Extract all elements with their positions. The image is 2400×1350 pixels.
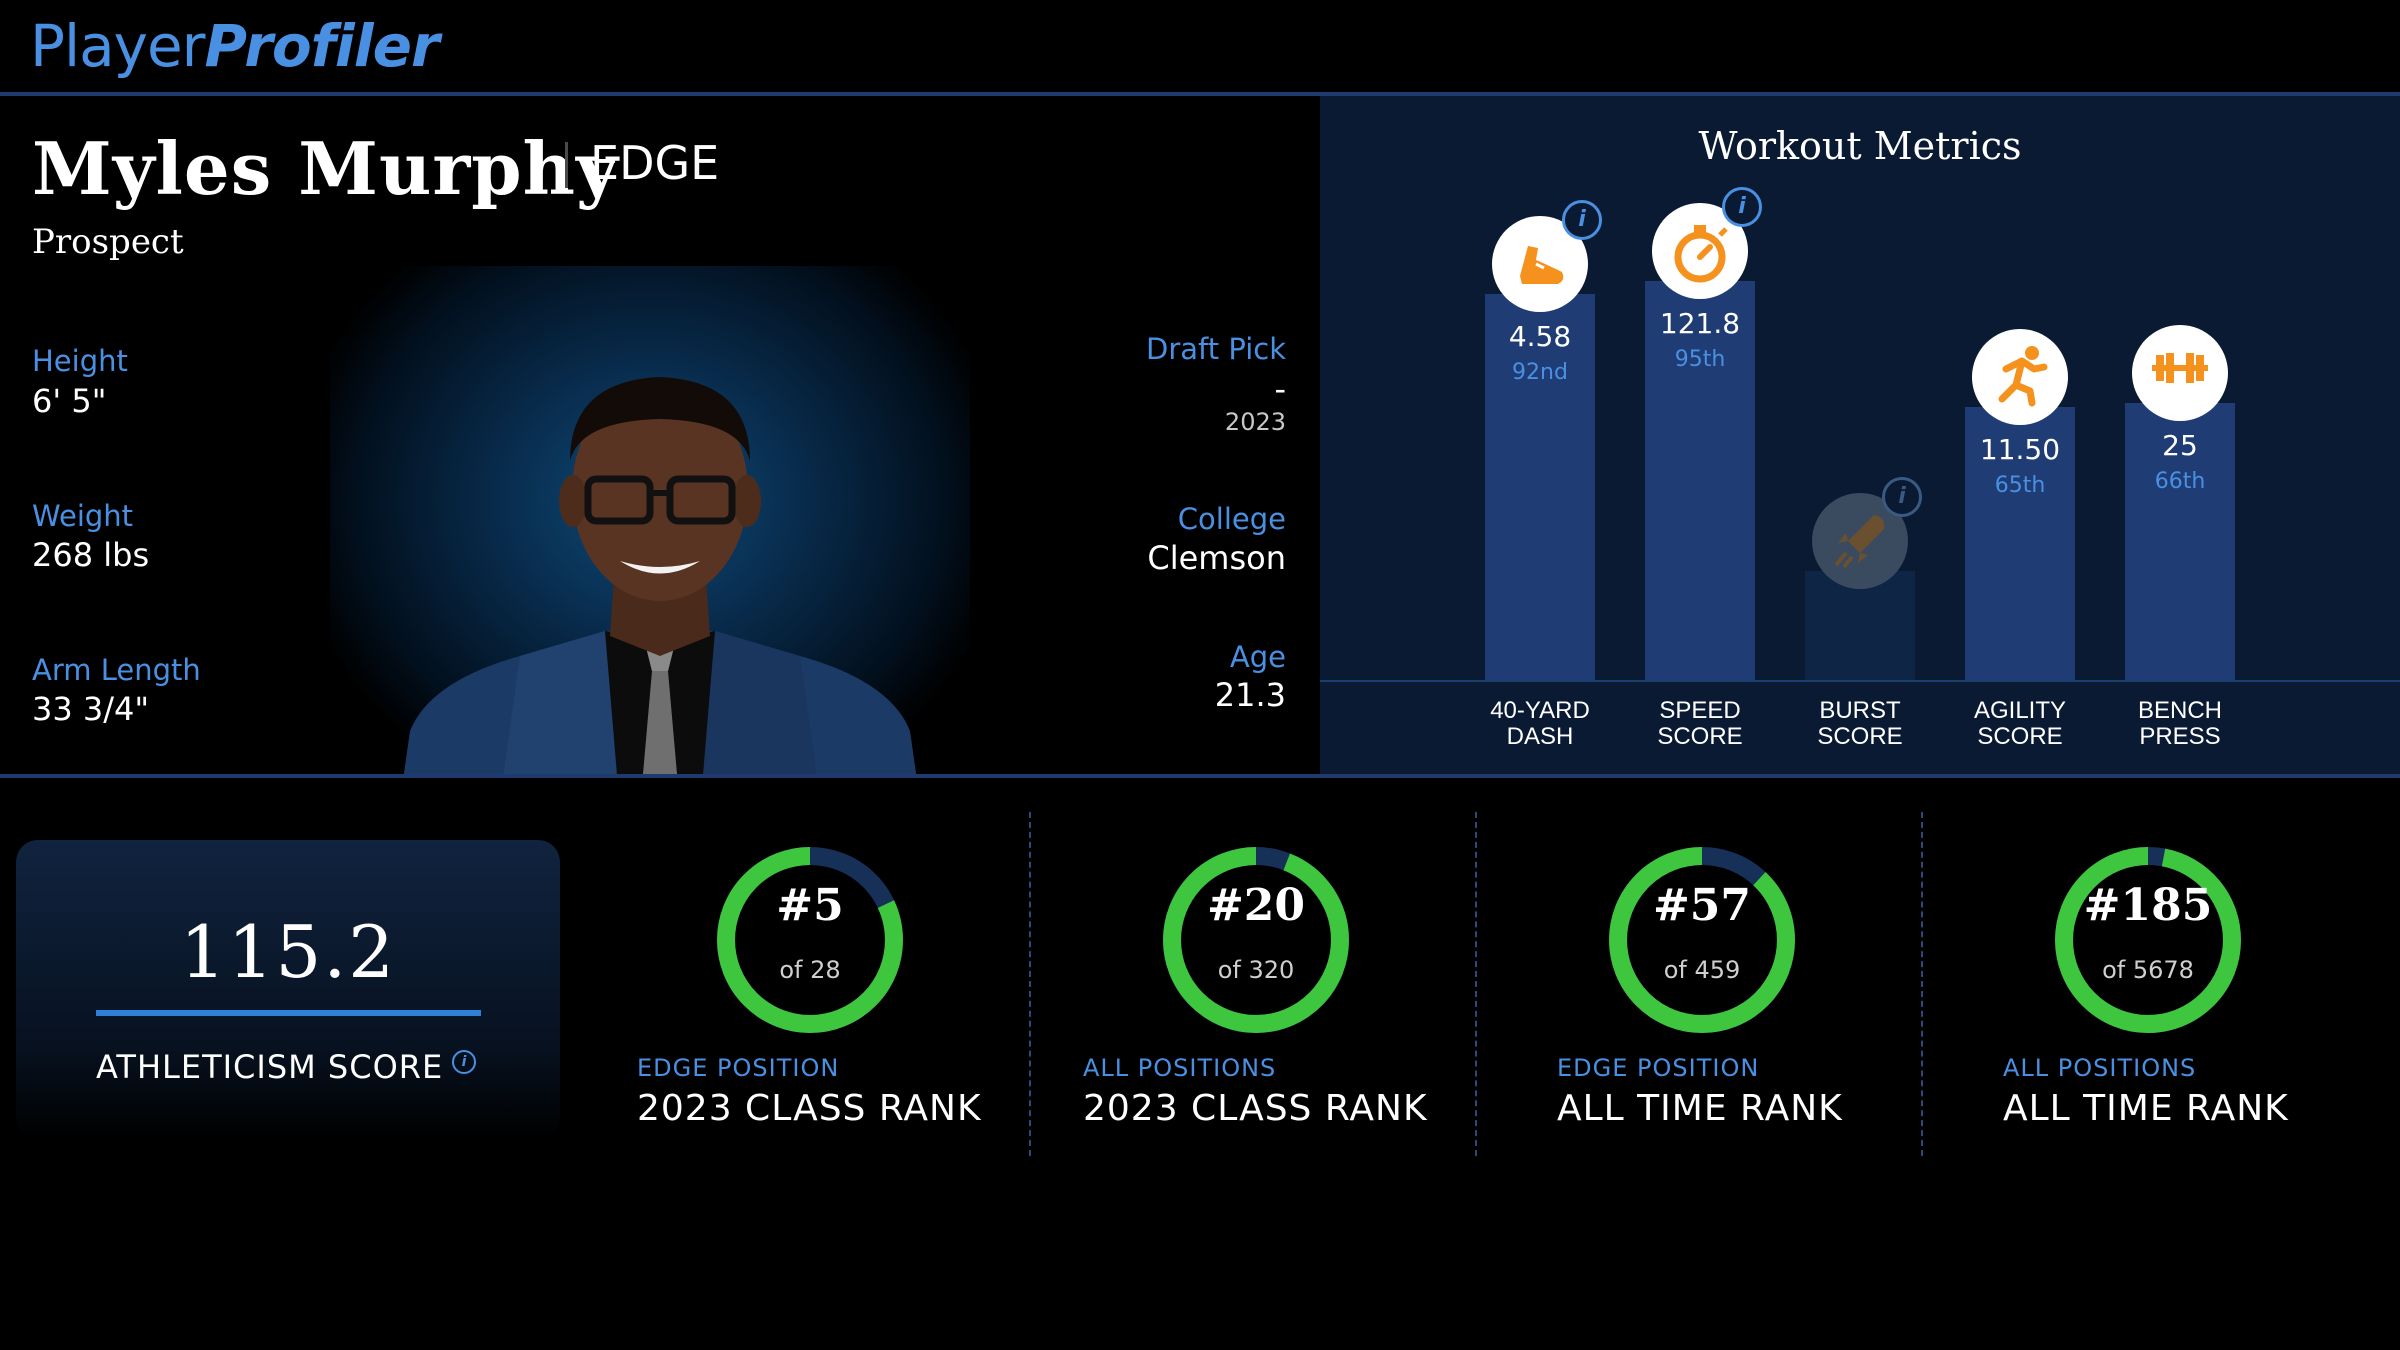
rank-title: ALL TIME RANK <box>1557 1088 1843 1129</box>
rank-total: of 320 <box>1217 956 1295 984</box>
rank-title: ALL TIME RANK <box>2003 1088 2289 1129</box>
metric-bar[interactable] <box>1485 293 1595 680</box>
top-bar: PlayerProfiler <box>0 0 2400 96</box>
rank-total: of 28 <box>779 956 841 984</box>
metric-percentile: 65th <box>1994 473 2046 498</box>
metric-label: AGILITY SCORE <box>1973 697 2067 750</box>
rank-ring-fill <box>1609 847 1795 1033</box>
info-icon[interactable]: i <box>1722 187 1762 227</box>
metric-bar[interactable] <box>1965 407 2075 680</box>
rank-category: EDGE POSITION <box>637 1054 840 1082</box>
athleticism-score-card: 115.2 ATHLETICISM SCORE i <box>16 840 560 1140</box>
rank-total: of 459 <box>1663 956 1741 984</box>
college-label: College <box>1177 502 1286 536</box>
player-profile-panel: Myles Murphy EDGE Prospect Height 6' 5" … <box>0 96 1320 774</box>
rank-ring <box>717 847 903 1033</box>
metric-percentile: 66th <box>2154 468 2206 494</box>
rank-ring-fill <box>1163 847 1349 1033</box>
metric-value: 25 <box>2162 428 2198 462</box>
metric-value: 11.50 <box>1979 433 2061 466</box>
metric-label: BENCH PRESS <box>2137 697 2222 750</box>
metric-bar[interactable] <box>1645 281 1755 680</box>
metric-percentile: 92nd <box>1512 359 1568 385</box>
college-value: Clemson <box>1147 539 1286 577</box>
rank-ring-fill <box>717 847 903 1033</box>
rocket-icon <box>1812 492 1908 589</box>
rank-number: #5 <box>776 880 844 931</box>
logo[interactable]: PlayerProfiler <box>30 8 440 84</box>
section-divider <box>0 774 2400 778</box>
rank-divider <box>1921 812 1923 1156</box>
metric-bar[interactable] <box>1805 570 1915 680</box>
athleticism-score-value: 115.2 <box>179 910 397 994</box>
rank-divider <box>1475 812 1477 1156</box>
score-underline <box>96 1010 481 1016</box>
rank-title: 2023 CLASS RANK <box>637 1088 982 1129</box>
chart-baseline <box>1320 680 2400 682</box>
rank-category: EDGE POSITION <box>1557 1054 1760 1082</box>
height-value: 6' 5" <box>32 382 107 420</box>
rank-divider <box>1029 812 1031 1156</box>
player-name: Myles Murphy <box>32 126 619 211</box>
metric-value: 4.58 <box>1508 319 1572 353</box>
logo-part-profiler: Profiler <box>204 12 440 80</box>
metric-label: BURST SCORE <box>1817 697 1903 750</box>
weight-label: Weight <box>32 499 134 533</box>
height-label: Height <box>32 344 128 378</box>
draft-pick-value: - <box>1274 370 1286 408</box>
metric-percentile: 95th <box>1674 347 1726 372</box>
arm-length-label: Arm Length <box>32 653 201 687</box>
info-icon[interactable]: i <box>452 1050 476 1074</box>
rank-ring <box>1163 847 1349 1033</box>
arm-length-value: 33 3/4" <box>32 690 150 728</box>
age-label: Age <box>1229 640 1286 674</box>
rank-number: #20 <box>1206 880 1306 931</box>
rank-ring-fill <box>2055 847 2241 1033</box>
workout-metrics-panel: Workout Metrics i 4.58 92nd 40-YARD DASH i 12… <box>1320 96 2400 774</box>
draft-pick-label: Draft Pick <box>1146 332 1286 366</box>
name-divider <box>565 142 568 188</box>
info-icon[interactable]: i <box>1882 476 1922 517</box>
runner-icon <box>1972 329 2068 425</box>
info-icon[interactable]: i <box>1562 199 1602 240</box>
rank-title: 2023 CLASS RANK <box>1083 1088 1428 1129</box>
player-position: EDGE <box>590 136 720 190</box>
metric-value: 121.8 <box>1659 307 1741 340</box>
weight-value: 268 lbs <box>32 536 150 574</box>
barbell-icon <box>2132 324 2228 421</box>
age-value: 21.3 <box>1214 676 1286 714</box>
athleticism-score-label: ATHLETICISM SCORE <box>96 1048 444 1086</box>
logo-part-player: Player <box>30 12 205 80</box>
player-photo <box>403 377 917 774</box>
workout-metrics-title: Workout Metrics <box>1698 124 2022 168</box>
rank-total: of 5678 <box>2102 956 2194 984</box>
metric-bar[interactable] <box>2125 402 2235 680</box>
rank-category: ALL POSITIONS <box>2003 1054 2197 1082</box>
player-status: Prospect <box>32 222 184 262</box>
rank-ring <box>1609 847 1795 1033</box>
rank-number: #185 <box>2083 880 2213 931</box>
rank-ring <box>2055 847 2241 1033</box>
draft-year: 2023 <box>1224 408 1286 436</box>
metric-label: 40-YARD DASH <box>1490 697 1590 750</box>
rank-category: ALL POSITIONS <box>1083 1054 1277 1082</box>
rank-number: #57 <box>1652 880 1752 931</box>
metric-label: SPEED SCORE <box>1657 697 1743 750</box>
